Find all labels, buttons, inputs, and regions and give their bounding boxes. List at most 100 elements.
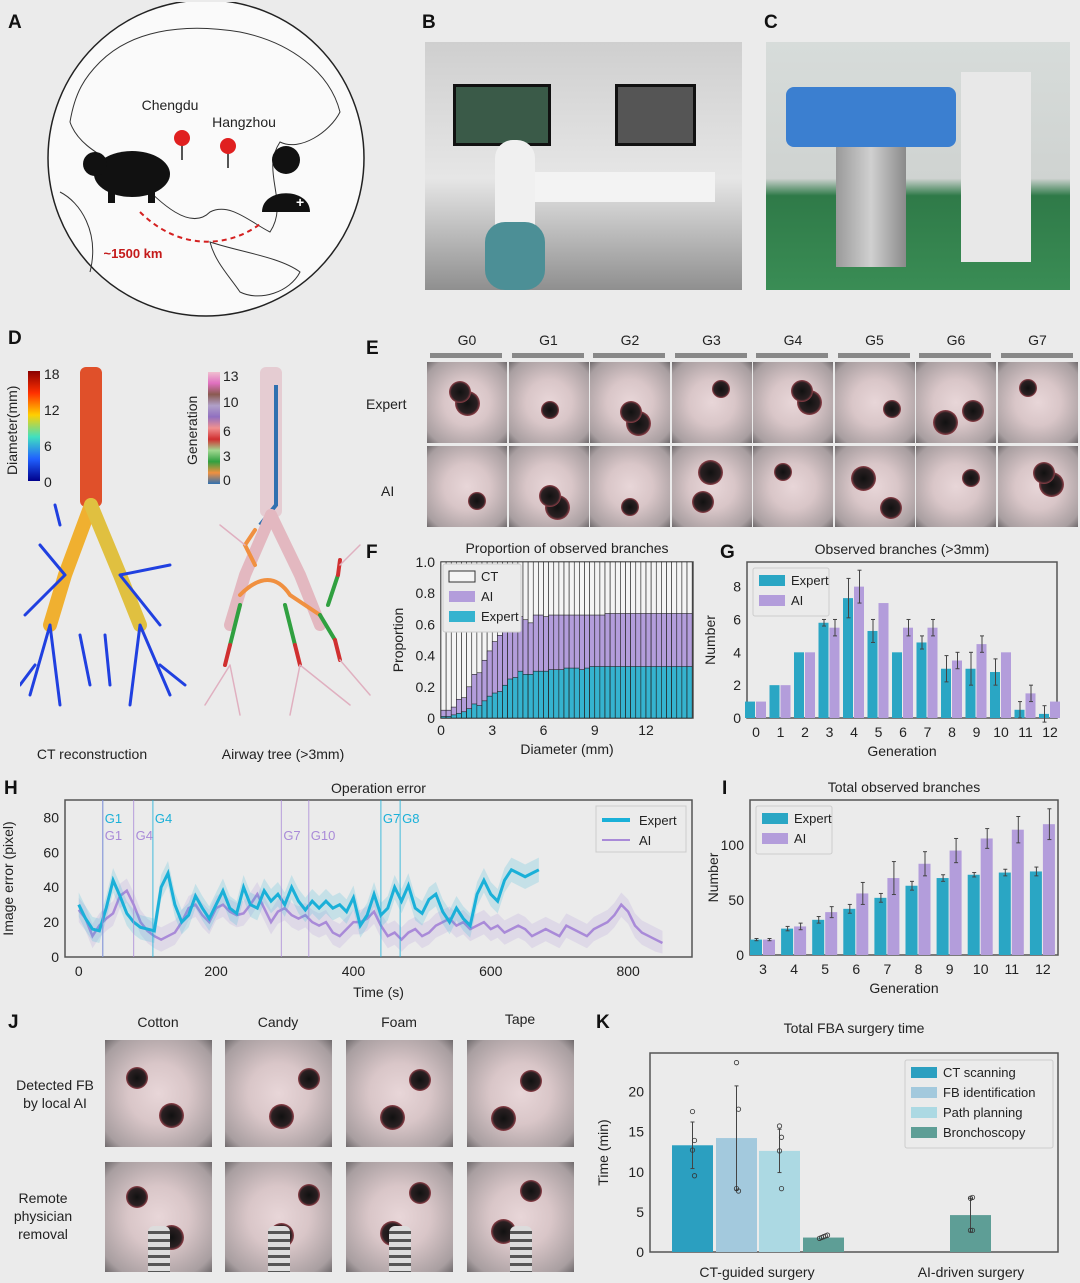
panel-label-g: G <box>720 542 735 563</box>
bar-expert <box>456 713 462 719</box>
colorbar-tick: 3 <box>223 448 231 464</box>
fb-removal-image-foam <box>346 1162 453 1272</box>
event-label-expert: G8 <box>402 811 419 826</box>
city-label-hangzhou: Hangzhou <box>212 114 276 130</box>
bar-expert-0 <box>745 701 755 718</box>
panel-label-a: A <box>8 12 22 33</box>
data-point <box>778 1186 785 1192</box>
bar-expert <box>491 692 498 719</box>
airway-lumen <box>691 491 714 513</box>
x-tick-label: 7 <box>924 724 932 740</box>
row-label-line: physician <box>13 1208 73 1224</box>
bar-expert <box>563 667 570 719</box>
bar-expert <box>548 669 555 719</box>
bar-ai-0 <box>756 701 766 718</box>
x-tick-label: 9 <box>591 722 599 738</box>
event-label-expert: G4 <box>155 811 172 826</box>
y-tick-label: 0.4 <box>416 648 436 664</box>
monitor-left <box>453 84 551 146</box>
x-tick-label: 7 <box>884 961 892 977</box>
x-tick-label: 2 <box>801 724 809 740</box>
y-tick-label: 50 <box>728 892 744 908</box>
y-axis-label: Proportion <box>390 608 406 673</box>
legend-swatch-fb-identification <box>911 1087 937 1098</box>
legend-swatch-ai <box>449 591 475 602</box>
bar-expert <box>481 700 488 719</box>
x-tick-label: 3 <box>759 961 767 977</box>
panel-label-e: E <box>366 338 379 359</box>
ct-airway-reconstruction <box>20 367 187 707</box>
legend-swatch-expert <box>762 813 788 824</box>
event-label-ai: G7 <box>283 828 300 843</box>
legend-label: AI <box>791 593 803 608</box>
endoscopy-image-ai-g3 <box>671 446 752 527</box>
panel-label-h: H <box>4 778 18 799</box>
bar-expert-6 <box>892 652 902 718</box>
bar-expert-11 <box>998 872 1011 955</box>
row-label-remote-removal: Remote physician removal <box>14 1189 72 1243</box>
legend-label: CT scanning <box>943 1065 1016 1080</box>
x-axis-label: Generation <box>869 980 938 996</box>
bar-expert-6 <box>843 908 856 955</box>
bar-expert-1 <box>769 685 780 718</box>
legend-label: Expert <box>791 573 829 588</box>
bar-expert <box>676 666 683 719</box>
bar-expert <box>527 674 534 719</box>
y-tick-label: 0.6 <box>416 616 436 632</box>
x-tick-label: 9 <box>946 961 954 977</box>
x-tick-label: 0 <box>75 963 83 979</box>
legend-label: Expert <box>481 609 519 624</box>
x-tick-label: 800 <box>616 963 640 979</box>
column-label-g2: G2 <box>620 332 640 348</box>
x-tick-label: 600 <box>479 963 503 979</box>
data-point <box>776 1148 783 1154</box>
colorbar-tick: 6 <box>223 423 231 439</box>
bar-expert-7 <box>916 642 927 718</box>
data-point <box>967 1227 974 1233</box>
colorbar-generation <box>208 372 220 484</box>
bar-expert <box>666 666 672 719</box>
x-tick-label: 8 <box>915 961 923 977</box>
bar-expert <box>645 666 652 719</box>
bar-expert <box>476 705 483 719</box>
column-header-bar <box>1000 353 1073 358</box>
x-tick-label: 11 <box>1018 724 1033 740</box>
robotic-cart <box>961 72 1031 262</box>
bar-expert <box>466 708 473 719</box>
bar-expert <box>635 666 642 719</box>
column-header-bar <box>430 353 502 358</box>
chart-title: Proportion of observed branches <box>465 540 668 556</box>
y-tick-label: 15 <box>628 1124 644 1140</box>
bar-expert <box>686 666 693 719</box>
column-label-candy: Candy <box>257 1014 299 1030</box>
endoscopy-image-expert-g4 <box>753 362 833 443</box>
colorbar-diameter <box>28 371 40 481</box>
panel-label-i: I <box>722 778 728 799</box>
bar-expert <box>681 666 688 719</box>
y-tick-label: 0 <box>636 1244 644 1260</box>
y-axis-label: Number <box>702 615 718 665</box>
endoscopy-image-ai-g4 <box>753 446 833 527</box>
legend-swatch-ct-scanning <box>911 1067 937 1078</box>
bar-ai-6 <box>856 893 869 955</box>
endoscopy-image-expert-g7 <box>997 362 1078 443</box>
bar-expert <box>543 670 549 719</box>
bar-expert-4 <box>843 598 853 718</box>
colorbar-tick: 0 <box>44 474 52 490</box>
legend-label: FB identification <box>943 1085 1036 1100</box>
x-category-label: CT-guided surgery <box>699 1264 814 1280</box>
column-label-cotton: Cotton <box>137 1014 179 1030</box>
bar-expert-5 <box>812 919 825 955</box>
bar-ai-10 <box>980 838 993 955</box>
x-tick-label: 0 <box>437 722 445 738</box>
data-point <box>691 1173 698 1179</box>
chart-title: Observed branches (>3mm) <box>815 541 990 557</box>
column-header-bar <box>837 353 910 358</box>
x-tick-label: 5 <box>821 961 829 977</box>
x-axis-label: Generation <box>867 743 936 759</box>
legend-swatch-ai <box>759 595 785 606</box>
bar-expert <box>445 716 452 719</box>
x-tick-label: 0 <box>752 724 760 740</box>
column-label-g7: G7 <box>1028 332 1047 348</box>
bar-ai-5 <box>825 912 838 955</box>
